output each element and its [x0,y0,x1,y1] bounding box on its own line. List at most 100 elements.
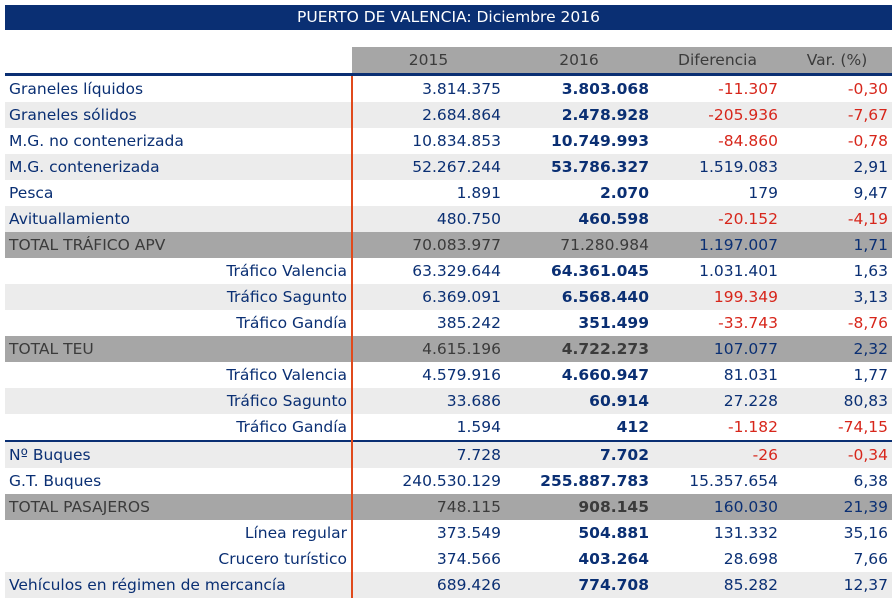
value-2016: 351.499 [578,314,649,332]
table-row: Tráfico Gandía 1.594 412 -1.182 -74,15 [5,414,892,441]
value-var: 1,77 [853,366,888,384]
row-label: Vehículos en régimen de mercancía [5,572,353,598]
row-label: Tráfico Sagunto [5,284,353,310]
value-var: 21,39 [782,494,892,520]
value-2016: 2.478.928 [505,102,653,128]
value-var: -0,78 [847,132,888,150]
table-row: Línea regular 373.549 504.881 131.332 35,16 [5,520,892,546]
value-var: 9,47 [853,184,888,202]
value-diferencia: -33.743 [718,314,778,332]
value-var: 2,32 [782,336,892,362]
table-row: Nº Buques 7.728 7.702 -26 -0,34 [5,440,892,468]
table-row: G.T. Buques 240.530.129 255.887.783 15.357.… [5,468,892,494]
value-var: 6,38 [853,472,888,490]
table-row: Pesca 1.891 2.070 179 9,47 [5,180,892,206]
value-2015: 689.426 [352,572,505,598]
value-var: 7,66 [853,550,888,568]
row-label: M.G. no contenerizada [5,128,353,154]
row-label: M.G. contenerizada [5,154,353,180]
value-var: 1,63 [853,262,888,280]
value-2016: 908.145 [505,494,653,520]
value-2015: 1.594 [456,418,501,436]
value-2015: 7.728 [352,440,505,468]
value-diferencia: 160.030 [653,494,782,520]
row-label: Avituallamiento [5,206,353,232]
header-label [5,47,352,76]
table-row: Tráfico Sagunto 33.686 60.914 27.228 80,83 [5,388,892,414]
row-label: TOTAL PASAJEROS [5,494,353,520]
value-2016: 6.568.440 [505,284,653,310]
value-diferencia: 107.077 [653,336,782,362]
row-label: Crucero turístico [5,546,353,572]
value-2015: 373.549 [436,524,501,542]
value-var: 12,37 [782,572,892,598]
row-label: Graneles líquidos [5,74,353,102]
table-row: Crucero turístico 374.566 403.264 28.698 7,6… [5,546,892,572]
value-diferencia: 179 [748,184,778,202]
table-title: PUERTO DE VALENCIA: Diciembre 2016 [5,5,892,30]
row-label: Tráfico Sagunto [5,388,353,414]
value-var: 2,91 [782,154,892,180]
value-var: 35,16 [843,524,888,542]
value-2015: 385.242 [436,314,501,332]
row-label: Tráfico Valencia [5,258,353,284]
value-2016: 4.660.947 [561,366,649,384]
value-diferencia: 131.332 [713,524,778,542]
value-diferencia: -205.936 [653,102,782,128]
value-2015: 3.814.375 [422,80,501,98]
value-2015: 2.684.864 [352,102,505,128]
value-2015: 10.834.853 [412,132,501,150]
value-2016: 412 [616,418,649,436]
value-2015: 4.615.196 [352,336,505,362]
value-diferencia: 1.197.007 [653,232,782,258]
value-2015: 374.566 [436,550,501,568]
table-row: M.G. no contenerizada 10.834.853 10.749.99… [5,128,892,154]
value-var: 3,13 [782,284,892,310]
value-2016: 504.881 [578,524,649,542]
value-2016: 3.803.068 [561,80,649,98]
value-var: -4,19 [782,206,892,232]
value-var: -8,76 [847,314,888,332]
value-2015: 52.267.244 [352,154,505,180]
row-label: Nº Buques [5,440,353,468]
value-2015: 748.115 [352,494,505,520]
value-var: 1,71 [782,232,892,258]
value-diferencia: -26 [653,440,782,468]
value-2016: 403.264 [578,550,649,568]
row-label: TOTAL TEU [5,336,353,362]
row-label: Pesca [5,180,353,206]
table-row: Graneles sólidos 2.684.864 2.478.928 -205.9… [5,102,892,128]
value-diferencia: 27.228 [653,388,782,414]
value-var: -7,67 [782,102,892,128]
row-label: Línea regular [5,520,353,546]
header-diferencia: Diferencia [653,47,782,76]
value-2016: 10.749.993 [550,132,649,150]
value-var: -0,30 [847,80,888,98]
value-diferencia: -11.307 [718,80,778,98]
value-diferencia: 15.357.654 [689,472,778,490]
value-diferencia: -20.152 [653,206,782,232]
value-2016: 2.070 [599,184,649,202]
value-2015: 480.750 [352,206,505,232]
value-diferencia: 28.698 [723,550,778,568]
header-2015: 2015 [352,47,505,76]
row-label: TOTAL TRÁFICO APV [5,232,353,258]
table-row: Tráfico Sagunto 6.369.091 6.568.440 199.349… [5,284,892,310]
value-diferencia: 1.519.083 [653,154,782,180]
table-row: Avituallamiento 480.750 460.598 -20.152 -4,1… [5,206,892,232]
row-label: Graneles sólidos [5,102,353,128]
header-row: 2015 2016 Diferencia Var. (%) [5,47,892,76]
table-row: TOTAL PASAJEROS 748.115 908.145 160.030 21,3… [5,494,892,520]
value-2016: 255.887.783 [540,472,649,490]
table-row: Tráfico Valencia 4.579.916 4.660.947 81.031… [5,362,892,388]
table-row: TOTAL TRÁFICO APV 70.083.977 71.280.984 1.1… [5,232,892,258]
value-diferencia: -1.182 [728,418,778,436]
header-2016: 2016 [505,47,653,76]
table-row: Graneles líquidos 3.814.375 3.803.068 -11.3… [5,74,892,102]
value-diferencia: 81.031 [723,366,778,384]
row-label: Tráfico Gandía [5,310,353,336]
value-diferencia: 85.282 [653,572,782,598]
value-2016: 774.708 [505,572,653,598]
value-2016: 60.914 [505,388,653,414]
table-row: Tráfico Gandía 385.242 351.499 -33.743 -8,76 [5,310,892,336]
